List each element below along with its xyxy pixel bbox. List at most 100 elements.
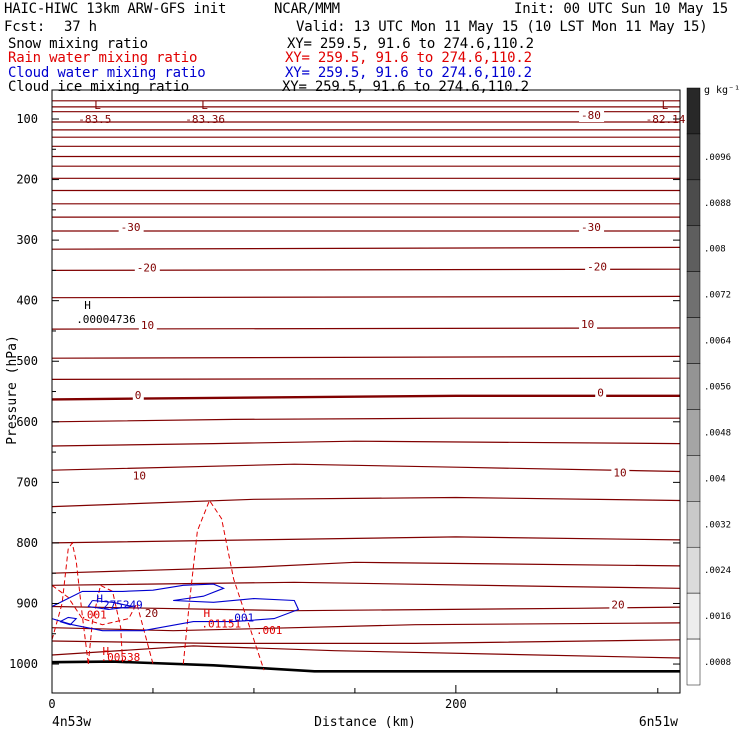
y-tick-label-9: 1000 (9, 657, 38, 671)
rain-label-5: .00538 (100, 651, 140, 664)
y-tick-label-2: 300 (16, 233, 38, 247)
colorbar-label-4: .0064 (704, 337, 731, 347)
fcst-label: Fcst: (4, 19, 46, 35)
colorbar-label-5: .0056 (704, 383, 731, 393)
isotherm-label-0-bg (579, 110, 605, 122)
field-xy-cloud-water: XY= 259.5, 91.6 to 274.6,110.2 (285, 65, 532, 81)
isotherm-label-7-bg (132, 389, 144, 402)
isotherm-label-6: 10 (581, 318, 594, 331)
colorbar-swatch-5 (686, 317, 701, 364)
isotherm-label-1: -30 (121, 221, 141, 234)
colorbar-swatch-3 (686, 225, 701, 272)
rain-contour-4 (51, 584, 154, 665)
isotherm-label-8-bg (595, 387, 607, 400)
low-value-2: -82.14 (646, 113, 686, 126)
isotherm-22 (51, 463, 681, 473)
colorbar-swatch-11 (686, 592, 701, 640)
terrain-line (51, 660, 680, 673)
colorbar-label-7: .004 (704, 474, 726, 484)
low-value-1: -83.36 (185, 113, 225, 126)
x-tick-label-0: 0 (48, 697, 55, 711)
isotherm-label-9-bg (130, 470, 149, 483)
isotherm-label-2-bg (579, 222, 605, 235)
rain-label-4: H (102, 645, 109, 658)
isotherm-label-2: -30 (581, 221, 601, 234)
isotherm-label-8: 0 (597, 386, 604, 399)
colorbar-unit: g kg⁻¹ (704, 85, 740, 96)
colorbar-label-10: .0016 (704, 612, 731, 622)
colorbar-swatch-2 (686, 179, 701, 227)
contour-layer (51, 100, 681, 673)
colorbar-swatch-10 (686, 546, 701, 594)
isotherm-label-5-bg (138, 320, 157, 333)
isotherm-label-11-bg (609, 599, 628, 612)
colorbar-label-8: .0032 (704, 520, 731, 530)
plot-border (51, 89, 681, 694)
low-marker-0: L (94, 99, 101, 112)
y-axis-label: Pressure (hPa) (5, 335, 20, 445)
isotherm-label-4-bg (585, 261, 611, 274)
isotherm-label-7: 0 (135, 389, 142, 402)
isotherm-label-1-bg (118, 222, 144, 235)
snow-max-marker: H (84, 299, 91, 312)
cloud-water-contour-2 (87, 599, 133, 611)
colorbar-label-2: .008 (704, 245, 726, 255)
field-name-cloud-water: Cloud water mixing ratio (8, 65, 206, 81)
valid-time: Valid: 13 UTC Mon 11 May 15 (10 LST Mon … (296, 19, 708, 35)
isotherm-30 (51, 645, 681, 659)
isotherm-label-5: 10 (141, 319, 154, 332)
cloud-water-contour-1 (51, 583, 300, 632)
section-start-label: 4n53w (52, 715, 91, 730)
isotherm-18 (51, 355, 681, 359)
colorbar-swatch-4 (686, 271, 701, 318)
isotherm-25 (51, 561, 681, 574)
colorbar-label-11: .0008 (704, 658, 731, 668)
y-tick-label-5: 600 (16, 415, 38, 429)
y-tick-label-7: 800 (16, 536, 38, 550)
isotherm-20 (51, 417, 680, 423)
isotherm-label-9: 10 (133, 469, 146, 482)
isotherm-26 (51, 581, 681, 589)
org-label: NCAR/MMM (274, 1, 340, 17)
isotherm-14 (51, 246, 681, 250)
isotherm-29 (51, 639, 681, 644)
rain-label-2: .001 (256, 624, 283, 637)
low-marker-1: L (201, 99, 208, 112)
isotherm-label-0: -80 (581, 109, 601, 122)
isotherm-label-4: -20 (587, 260, 607, 273)
field-name-snow: Snow mixing ratio (8, 36, 148, 52)
isotherm-16 (51, 295, 681, 299)
init-time: Init: 00 UTC Sun 10 May 15 (514, 1, 728, 17)
plot-frame (51, 89, 681, 694)
colorbar-label-3: .0072 (704, 291, 731, 301)
x-tick-label-1: 200 (445, 697, 467, 711)
snow-max-value: .00004736 (76, 313, 136, 326)
colorbar-swatch-8 (686, 455, 701, 502)
colorbar: .0096 .0088 .008 .0072 .0064 .0056 .0048 .004 .0… (686, 87, 731, 686)
isotherm-19 (51, 377, 681, 380)
rain-contour-3 (182, 499, 265, 671)
rain-label-1: .01151 (201, 618, 241, 631)
isotherm-label-3: -20 (137, 262, 157, 275)
model-title: HAIC-HIWC 13km ARW-GFS init (4, 1, 227, 17)
rain-label-0: H (203, 607, 210, 620)
y-tick-label-8: 900 (16, 596, 38, 610)
cloud-label-1: .275249 (96, 598, 142, 611)
colorbar-label-6: .0048 (704, 428, 731, 438)
field-xy-rain: XY= 259.5, 91.6 to 274.6,110.2 (285, 50, 532, 66)
y-tick-label-6: 700 (16, 475, 38, 489)
cloud-label-0: H (96, 592, 103, 605)
isotherm-label-3-bg (134, 262, 160, 275)
field-name-rain: Rain water mixing ratio (8, 50, 198, 66)
isotherm-23 (51, 496, 681, 508)
y-tick-label-0: 100 (16, 112, 38, 126)
cloud-label-3: 20 (145, 607, 158, 620)
isotherm-label-10-bg (611, 467, 630, 480)
colorbar-swatch-6 (686, 363, 701, 410)
isotherm-label-11: 20 (611, 598, 624, 611)
colorbar-swatch-12 (686, 638, 701, 686)
isotherm-27 (51, 605, 681, 612)
